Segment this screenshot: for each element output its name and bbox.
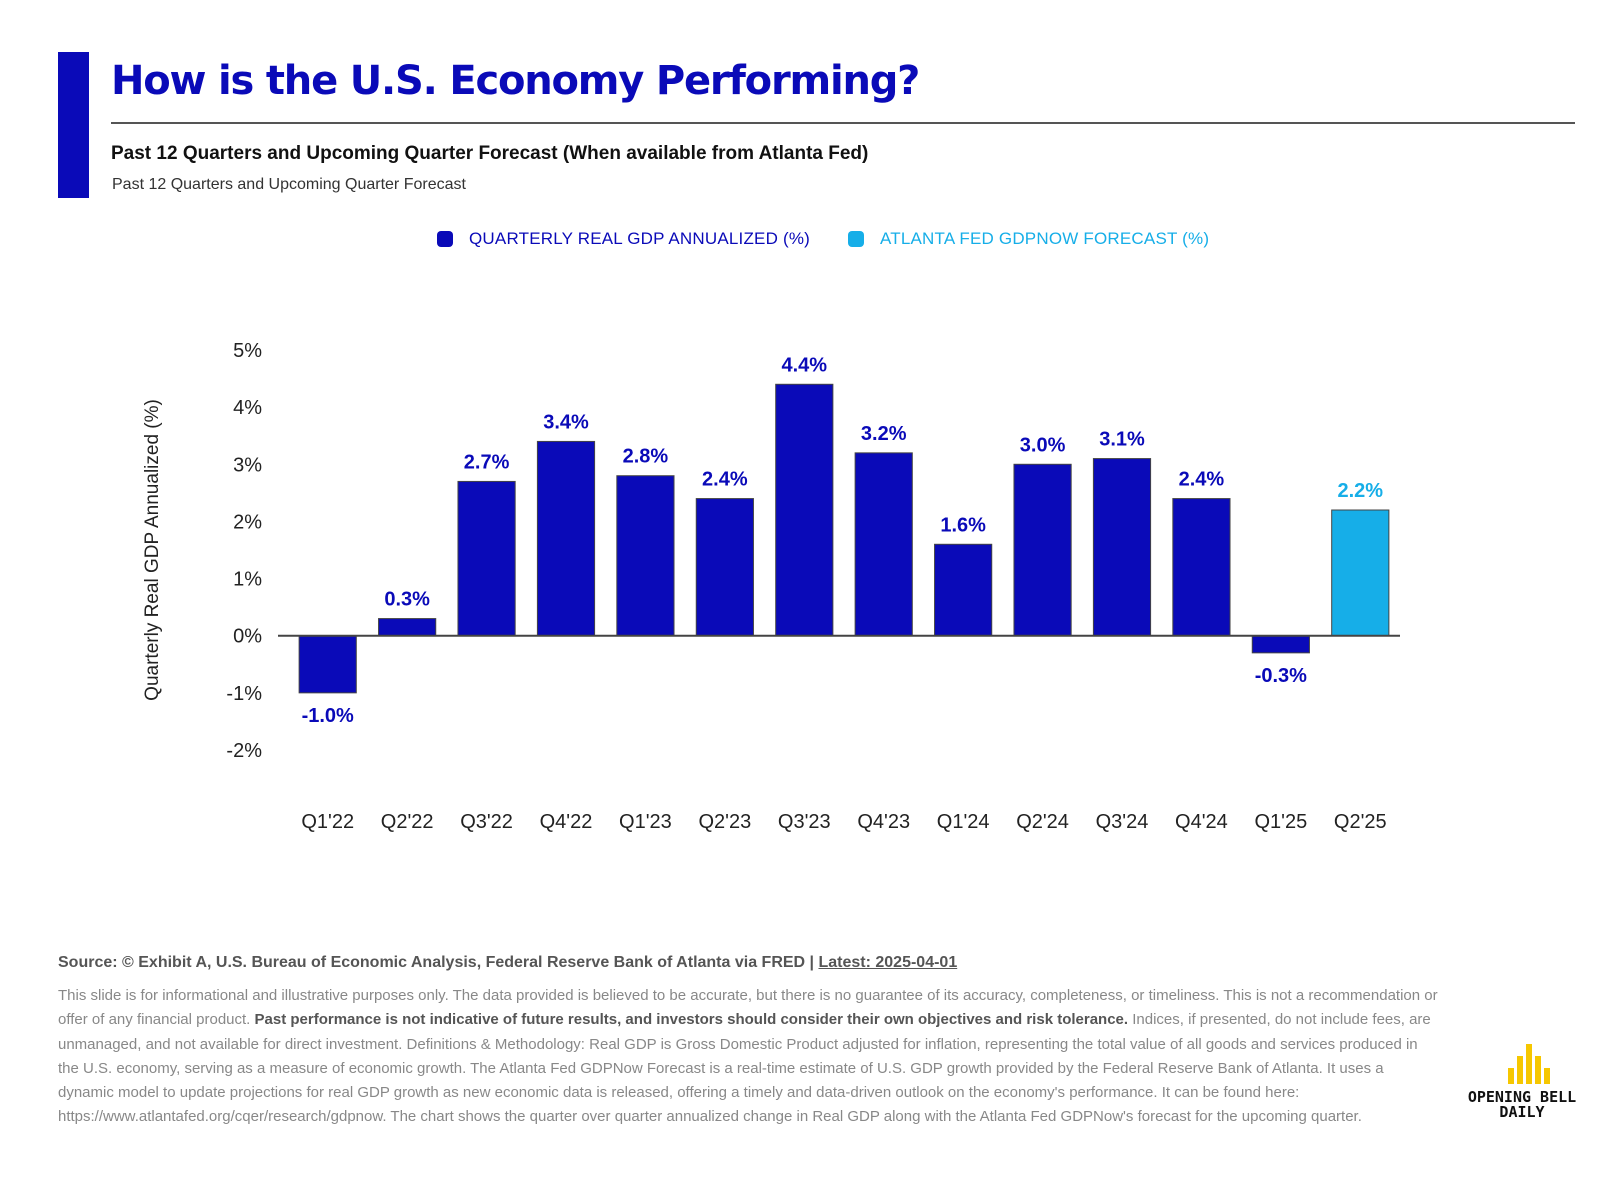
y-axis-title: Quarterly Real GDP Annualized (%) [142, 399, 163, 701]
data-label: 2.7% [464, 451, 510, 473]
x-tick-label: Q2'23 [698, 811, 751, 833]
legend-label-gdp: QUARTERLY REAL GDP ANNUALIZED (%) [469, 229, 811, 248]
y-tick-label: -2% [226, 740, 262, 762]
bell-bars-icon [1508, 1044, 1552, 1084]
y-tick-label: 2% [233, 511, 262, 533]
y-tick-label: 5% [233, 340, 262, 362]
data-label: -1.0% [302, 705, 354, 727]
y-tick-label: 4% [233, 397, 262, 419]
x-tick-label: Q4'22 [540, 811, 593, 833]
bar [536, 440, 596, 637]
disclaimer-text-1: This slide is for informational and illu… [58, 987, 1438, 1029]
bar [1331, 509, 1390, 637]
x-tick-label: Q2'22 [381, 811, 434, 833]
disclaimer: This slide is for informational and illu… [58, 984, 1438, 1130]
disclaimer-text-2: Indices, if presented, do not include fe… [58, 1011, 1431, 1126]
bar [378, 618, 437, 637]
source-line: Source: © Exhibit A, U.S. Bureau of Econ… [58, 954, 957, 972]
source-text: Source: © Exhibit A, U.S. Bureau of Econ… [58, 954, 819, 971]
x-tick-label: Q1'24 [937, 811, 990, 833]
bar [1092, 458, 1152, 637]
x-tick-label: Q3'22 [460, 811, 513, 833]
bar [854, 452, 913, 637]
legend-item-gdpnow: ATLANTA FED GDPNOW FORECAST (%) [848, 229, 1209, 249]
legend-label-gdpnow: ATLANTA FED GDPNOW FORECAST (%) [880, 229, 1210, 248]
chart-subtitle: Past 12 Quarters and Upcoming Quarter Fo… [111, 143, 869, 164]
title-accent-bar [58, 52, 89, 198]
data-label: 3.0% [1020, 434, 1066, 456]
title-divider [111, 122, 1575, 124]
opening-bell-daily-logo: OPENING BELL DAILY [1452, 1044, 1592, 1124]
latest-date-link[interactable]: Latest: 2025-04-01 [818, 954, 958, 971]
x-tick-label: Q1'25 [1254, 811, 1307, 833]
bar [616, 475, 675, 637]
data-label: 2.2% [1337, 480, 1383, 502]
y-tick-label: 1% [233, 569, 262, 591]
data-label: 2.4% [1179, 469, 1225, 491]
bar [934, 543, 993, 637]
x-tick-label: Q4'24 [1175, 811, 1228, 833]
bar [1251, 635, 1310, 654]
x-tick-label: Q1'23 [619, 811, 672, 833]
disclaimer-bold: Past performance is not indicative of fu… [254, 1011, 1129, 1029]
y-tick-label: 0% [233, 626, 262, 648]
logo-line-1: OPENING BELL [1467, 1088, 1577, 1106]
x-tick-label: Q1'22 [301, 811, 354, 833]
gdp-bar-chart: Quarterly Real GDP Annualized (%) 5% 4% 3% 2… [142, 340, 1400, 833]
data-label: 0.3% [384, 589, 430, 611]
x-tick-label: Q2'24 [1016, 811, 1069, 833]
data-label: 4.4% [781, 354, 827, 376]
bar [1013, 463, 1072, 637]
data-label: -0.3% [1255, 665, 1307, 687]
data-label: 1.6% [940, 514, 986, 536]
bar [298, 635, 357, 694]
legend-item-gdp: QUARTERLY REAL GDP ANNUALIZED (%) [437, 229, 810, 249]
x-tick-label: Q3'24 [1096, 811, 1149, 833]
legend-swatch-gdpnow [848, 231, 864, 247]
chart-subtitle-secondary: Past 12 Quarters and Upcoming Quarter Fo… [112, 176, 466, 193]
data-label: 2.4% [702, 469, 748, 491]
legend-swatch-gdp [437, 231, 453, 247]
bar [695, 498, 754, 637]
data-label: 3.1% [1099, 429, 1145, 451]
data-label: 3.4% [543, 411, 589, 433]
x-tick-label: Q3'23 [778, 811, 831, 833]
data-label: 2.8% [623, 446, 669, 468]
logo-text: OPENING BELL DAILY [1452, 1090, 1592, 1120]
x-tick-label: Q4'23 [857, 811, 910, 833]
chart-legend: QUARTERLY REAL GDP ANNUALIZED (%) ATLANT… [0, 229, 1602, 253]
logo-line-2: DAILY [1499, 1103, 1545, 1121]
bar [1172, 498, 1231, 637]
page-title: How is the U.S. Economy Performing? [111, 58, 920, 104]
bar [775, 383, 834, 637]
x-tick-label: Q2'25 [1334, 811, 1387, 833]
y-tick-label: 3% [233, 454, 262, 476]
data-label: 3.2% [861, 423, 907, 445]
y-tick-label: -1% [226, 683, 262, 705]
bar [457, 480, 516, 637]
